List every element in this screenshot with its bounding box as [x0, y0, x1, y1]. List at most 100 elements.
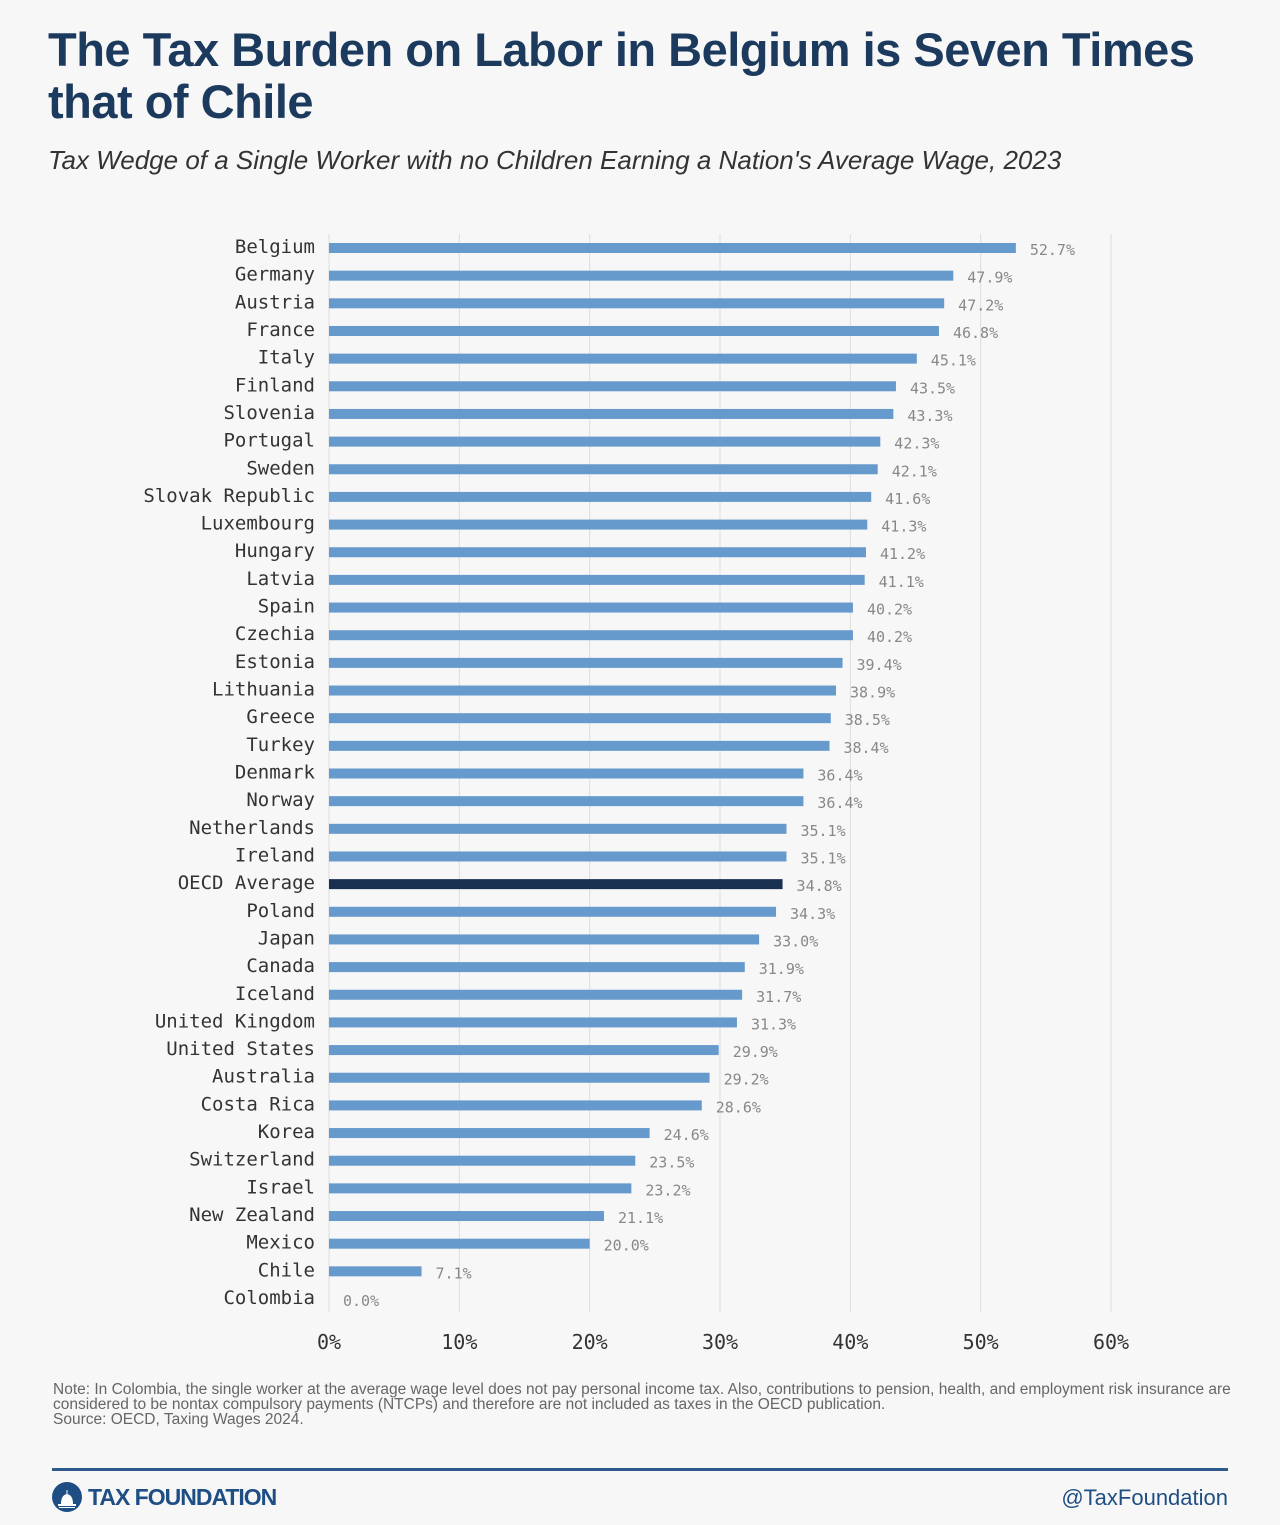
value-label: 23.5% — [649, 1154, 694, 1172]
category-label: New Zealand — [189, 1204, 315, 1226]
category-label: France — [246, 319, 315, 341]
category-label: OECD Average — [178, 872, 315, 894]
value-label: 0.0% — [343, 1292, 379, 1310]
category-label: Slovenia — [223, 402, 315, 424]
category-label: Finland — [235, 374, 315, 396]
bar — [329, 325, 939, 336]
bar — [329, 879, 783, 890]
category-label: Costa Rica — [201, 1093, 315, 1115]
category-label: Spain — [258, 596, 315, 618]
bar — [329, 796, 804, 807]
category-label: Latvia — [246, 568, 315, 590]
category-label: Turkey — [246, 734, 315, 756]
bar — [329, 685, 836, 696]
logo-text: TAX FOUNDATION — [88, 1483, 277, 1510]
value-label: 38.4% — [843, 739, 888, 757]
category-label: Sweden — [246, 457, 315, 479]
value-label: 42.1% — [892, 462, 937, 480]
category-label: United States — [166, 1038, 315, 1060]
category-label: Norway — [246, 789, 315, 811]
source-text: Source: OECD, Taxing Wages 2024. — [53, 1411, 304, 1428]
category-label: Hungary — [235, 540, 315, 562]
category-label: Slovak Republic — [143, 485, 315, 507]
chart-subtitle: Tax Wedge of a Single Worker with no Chi… — [48, 145, 1062, 175]
category-label: Greece — [246, 706, 315, 728]
x-tick-label: 0% — [317, 1330, 341, 1354]
category-label: Lithuania — [212, 679, 315, 701]
value-label: 35.1% — [800, 849, 845, 867]
bar — [329, 464, 878, 475]
bar — [329, 491, 872, 502]
bar — [329, 823, 787, 834]
chart-notes: Note: In Colombia, the single worker at … — [53, 1381, 1233, 1428]
bar — [329, 989, 743, 1000]
category-label: Iceland — [235, 983, 315, 1005]
tax-foundation-logo: TAX FOUNDATION — [52, 1482, 277, 1512]
category-label: Poland — [246, 900, 315, 922]
x-tick-label: 60% — [1093, 1330, 1129, 1354]
bar — [329, 243, 1016, 253]
bar — [329, 436, 881, 447]
chart-title: The Tax Burden on Labor in Belgium is Se… — [48, 23, 1195, 128]
category-label: Belgium — [235, 236, 315, 258]
value-label: 43.3% — [907, 407, 952, 425]
value-label: 34.8% — [797, 877, 842, 895]
bar-chart: 0% 10% 20% 30% 40% 50% 60% Belgium 52.7% Germany 4… — [143, 234, 1129, 1354]
category-label: Ireland — [235, 844, 315, 866]
note-text: Note: In Colombia, the single worker at … — [53, 1381, 1231, 1413]
category-label: Japan — [258, 927, 315, 949]
value-label: 38.5% — [845, 711, 890, 729]
category-label: Estonia — [235, 651, 315, 673]
value-label: 36.4% — [817, 767, 862, 785]
value-label: 42.3% — [894, 435, 939, 453]
value-label: 41.6% — [885, 490, 930, 508]
footer-divider — [52, 1468, 1228, 1471]
value-label: 47.9% — [967, 269, 1012, 287]
bar — [329, 962, 745, 973]
bar — [329, 381, 896, 392]
bar — [329, 1211, 605, 1222]
x-tick-label: 30% — [702, 1330, 738, 1354]
x-tick-label: 50% — [963, 1330, 999, 1354]
bar — [329, 630, 853, 641]
value-label: 31.7% — [756, 988, 801, 1006]
category-label: Korea — [258, 1121, 315, 1143]
x-tick-label: 20% — [572, 1330, 608, 1354]
value-label: 38.9% — [850, 684, 895, 702]
twitter-handle[interactable]: @TaxFoundation — [1061, 1485, 1228, 1510]
bar — [329, 657, 843, 668]
value-label: 20.0% — [604, 1237, 649, 1255]
bar — [329, 298, 945, 309]
value-label: 52.7% — [1030, 241, 1075, 259]
bar — [329, 574, 865, 585]
category-label: Portugal — [223, 430, 315, 452]
value-label: 34.3% — [790, 905, 835, 923]
bar — [329, 519, 868, 530]
category-label: Italy — [258, 347, 315, 369]
bar — [329, 713, 831, 724]
bar — [329, 1155, 636, 1166]
value-label: 35.1% — [800, 822, 845, 840]
value-label: 41.2% — [880, 545, 925, 563]
bar — [329, 270, 954, 281]
category-label: Denmark — [235, 762, 316, 784]
value-label: 24.6% — [664, 1126, 709, 1144]
value-label: 31.3% — [751, 1015, 796, 1033]
value-label: 23.2% — [645, 1181, 690, 1199]
category-label: Austria — [235, 291, 315, 313]
category-label: Israel — [246, 1176, 315, 1198]
category-label: Germany — [235, 264, 315, 286]
category-label: Canada — [246, 955, 315, 977]
value-label: 46.8% — [953, 324, 998, 342]
category-label: Switzerland — [189, 1149, 315, 1171]
bar — [329, 1100, 702, 1111]
value-label: 41.1% — [879, 573, 924, 591]
category-label: Colombia — [223, 1287, 315, 1309]
category-label: Mexico — [246, 1232, 315, 1254]
value-label: 31.9% — [759, 960, 804, 978]
value-label: 43.5% — [910, 379, 955, 397]
bar — [329, 353, 917, 364]
category-label: Chile — [258, 1259, 315, 1281]
value-label: 45.1% — [931, 352, 976, 370]
bar — [329, 1128, 650, 1139]
